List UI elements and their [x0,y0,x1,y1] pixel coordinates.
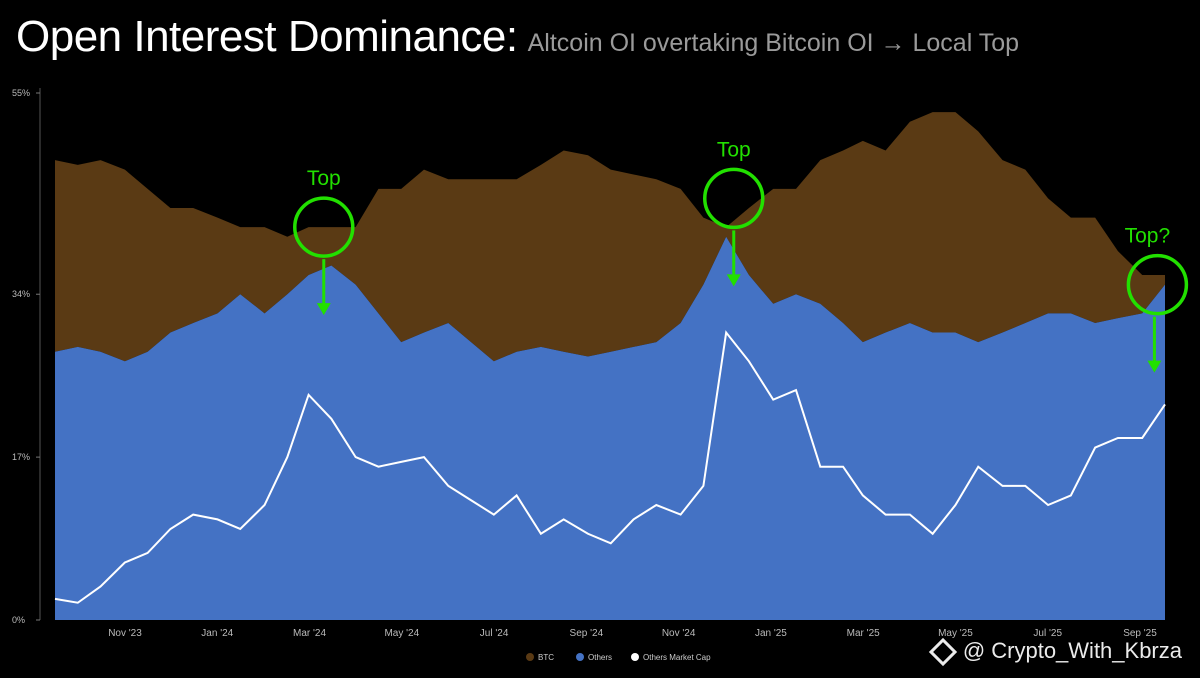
chart-title: Open Interest Dominance: [16,12,518,61]
x-tick-label: Nov '23 [108,628,142,639]
legend-label: Others Market Cap [643,653,711,662]
annotation-arrow-head [726,274,741,287]
annotation-circle [1126,253,1189,316]
x-tick-label: Jan '25 [755,628,787,639]
watermark-text: @ Crypto_With_Kbrza [962,638,1182,663]
x-tick-label: Sep '24 [570,628,604,639]
annotation-label: Top? [1125,225,1171,248]
legend-swatch [526,653,534,661]
annotation-label: Top [307,167,341,190]
x-tick-label: Mar '24 [293,628,326,639]
y-tick-label: 55% [12,88,30,98]
chart-subtitle: Altcoin OI overtaking Bitcoin OI → Local… [527,29,1020,57]
diamond-logo-icon [928,638,957,667]
x-tick-label: Jul '24 [480,628,509,639]
legend-swatch [631,653,639,661]
others-market-cap-line [54,330,1166,604]
y-tick-label: 34% [12,289,30,299]
x-tick-label: May '24 [384,628,419,639]
annotation-circle [703,167,765,230]
watermark: @ Crypto_With_Kbrza [928,638,1182,667]
others-area [55,236,1165,620]
x-tick-label: May '25 [938,628,973,639]
btc-area [55,112,1165,362]
y-tick-label: 0% [12,615,25,625]
x-tick-label: Mar '25 [847,628,880,639]
legend-swatch [576,653,584,661]
area-layer [54,112,1166,620]
annotation-label: Top [717,138,751,161]
x-tick-label: Sep '25 [1123,628,1157,639]
y-tick-label: 17% [12,452,30,462]
chart-title-block: Open Interest Dominance: Altcoin OI overt… [16,12,1019,62]
x-tick-label: Jul '25 [1033,628,1062,639]
annotation-circle [293,196,355,258]
annotation-arrow-head [1147,360,1162,373]
annotation-arrow-head [316,303,331,316]
legend-label: BTC [538,653,554,662]
annotation-layer: Top Top Top? [293,138,1189,373]
axis-layer: 0% 17% 34% 55% Nov '23 Jan '24 Mar '24 May '24 J… [12,88,1157,639]
legend: BTC Others Others Market Cap [526,653,711,662]
legend-label: Others [588,653,612,662]
x-tick-label: Jan '24 [201,628,233,639]
x-tick-label: Nov '24 [662,628,696,639]
